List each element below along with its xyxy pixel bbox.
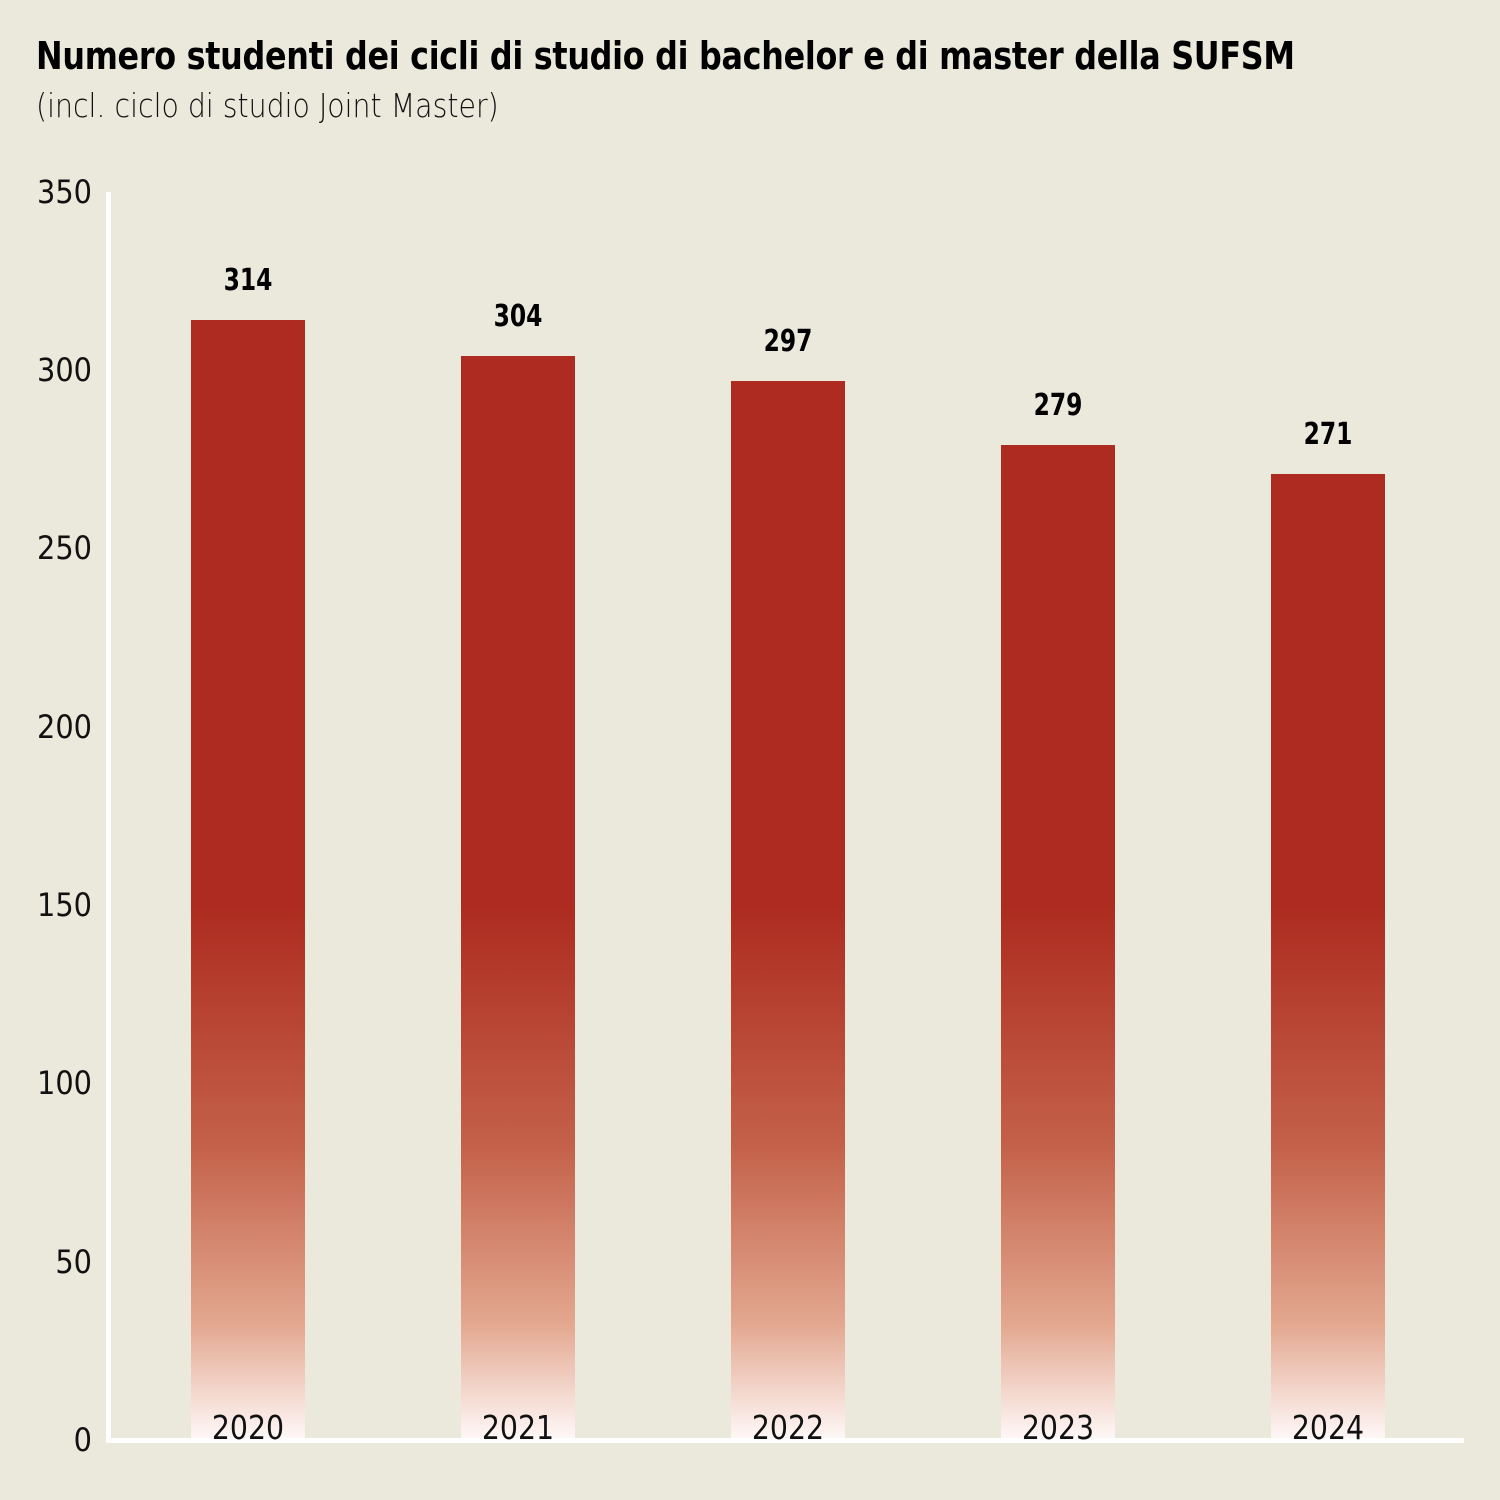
bar-value-label: 271 — [1303, 416, 1353, 452]
bar-value-label: 304 — [493, 299, 543, 335]
bar-2023 — [1001, 445, 1115, 1442]
chart-subtitle: (incl. ciclo di studio Joint Master) — [36, 86, 499, 125]
bar-2020 — [191, 320, 305, 1442]
y-tick-label: 300 — [37, 351, 92, 389]
bar-value-label: 297 — [763, 323, 813, 359]
y-tick-label: 150 — [37, 886, 92, 924]
y-tick-label: 200 — [37, 708, 92, 746]
x-category-label: 2021 — [481, 1408, 555, 1447]
x-category-label: 2022 — [751, 1408, 825, 1447]
y-tick-label: 350 — [37, 173, 92, 211]
bar-2024 — [1271, 473, 1385, 1442]
bar-2022 — [731, 380, 845, 1442]
y-tick-label: 0 — [73, 1421, 92, 1459]
y-tick-label: 100 — [37, 1064, 92, 1102]
bar-value-label: 279 — [1033, 388, 1083, 424]
x-category-label: 2024 — [1291, 1408, 1365, 1447]
y-tick-label: 250 — [37, 529, 92, 567]
y-tick-label: 50 — [55, 1243, 92, 1281]
x-axis-line — [106, 1438, 1464, 1443]
x-category-label: 2023 — [1021, 1408, 1095, 1447]
y-axis-line — [106, 192, 111, 1443]
bar-2021 — [461, 356, 575, 1442]
bar-value-label: 314 — [223, 263, 273, 299]
x-category-label: 2020 — [211, 1408, 285, 1447]
chart-title: Numero studenti dei cicli di studio di b… — [36, 34, 1295, 78]
